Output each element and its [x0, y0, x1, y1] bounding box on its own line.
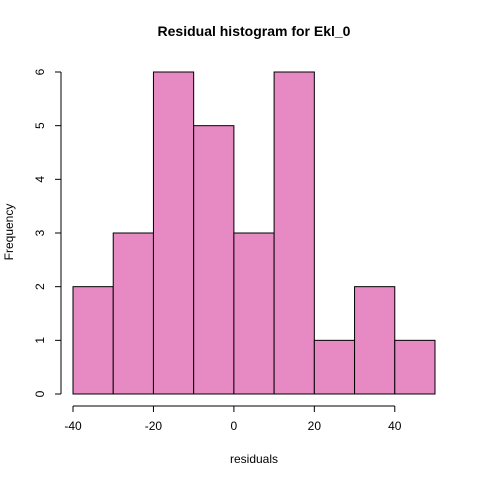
- histogram-bar-6: [313, 339, 356, 395]
- histogram-bar-2: [152, 71, 195, 395]
- x-tick-label: -40: [64, 419, 82, 433]
- y-axis: 0 1 2 3 4 5 6: [33, 68, 62, 397]
- histogram-bar-1: [112, 232, 154, 395]
- y-axis-label: Frequency: [2, 204, 16, 261]
- x-axis-label: residuals: [230, 452, 278, 466]
- x-tick-label: -20: [145, 419, 163, 433]
- chart-title: Residual histogram for Ekl_0: [158, 23, 351, 39]
- x-tick-label: 40: [388, 419, 402, 433]
- x-axis: -40 -20 0 20 40: [64, 405, 402, 433]
- y-tick-label: 0: [33, 390, 47, 397]
- histogram-bar-7: [354, 286, 396, 395]
- y-tick-label: 2: [33, 283, 47, 290]
- y-tick-label: 3: [33, 229, 47, 236]
- y-tick-label: 5: [33, 122, 47, 129]
- x-tick-label: 20: [308, 419, 322, 433]
- y-tick-label: 6: [33, 68, 47, 75]
- bars-group: [72, 71, 436, 395]
- histogram-bar-8: [394, 339, 436, 395]
- histogram-bar-4: [233, 232, 275, 395]
- histogram-bar-0: [72, 286, 114, 395]
- y-tick-label: 1: [33, 337, 47, 344]
- y-tick-label: 4: [33, 176, 47, 183]
- histogram-bar-5: [273, 71, 315, 395]
- histogram-bar-3: [193, 125, 235, 395]
- x-tick-label: 0: [231, 419, 238, 433]
